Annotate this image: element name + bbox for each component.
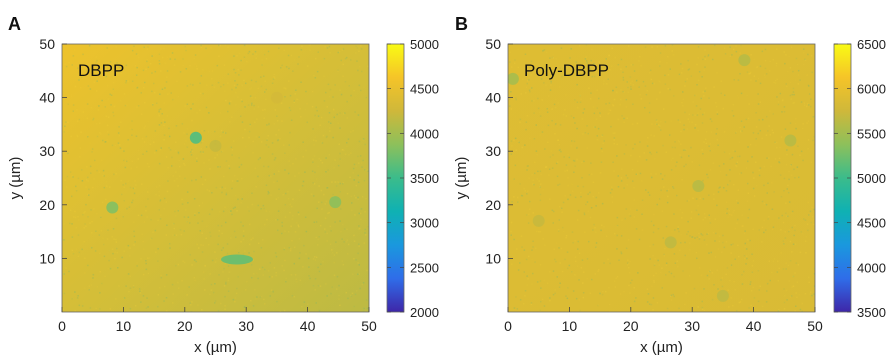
colorbar-tick-label: 2500	[410, 260, 439, 275]
heatmap-noise	[508, 44, 815, 312]
heatmap-spot	[692, 180, 705, 193]
heatmap-spot	[716, 289, 729, 302]
heatmap-spot	[508, 72, 519, 85]
y-tick-label: 10	[485, 250, 501, 266]
colorbar-tick-label: 4500	[410, 82, 439, 97]
y-axis-label: y (µm)	[7, 157, 24, 200]
x-tick-label: 0	[504, 318, 512, 334]
heatmap-spot	[189, 131, 202, 144]
colorbar-tick-label: 2000	[410, 305, 439, 320]
heatmap-spot	[784, 134, 797, 147]
y-axis-label: y (µm)	[453, 157, 470, 200]
heatmap-noise	[62, 44, 369, 312]
panel-label: A	[8, 14, 21, 34]
heatmap-spot	[329, 196, 342, 209]
y-tick-label: 20	[39, 197, 55, 213]
heatmap-field	[62, 44, 369, 312]
y-tick-label: 20	[485, 197, 501, 213]
heatmap-spot	[738, 54, 751, 67]
colorbar-tick-label: 5500	[857, 126, 886, 141]
heatmap-spot	[664, 236, 677, 249]
x-tick-label: 50	[807, 318, 823, 334]
x-tick-label: 30	[238, 318, 254, 334]
colorbar-tick-label: 3500	[410, 171, 439, 186]
colorbar-tick-label: 6000	[857, 82, 886, 97]
plot-frame	[507, 43, 816, 313]
heatmap-spot	[270, 91, 283, 104]
colorbar-tick-label: 4000	[857, 260, 886, 275]
heatmap-background	[62, 44, 369, 312]
y-tick-label: 50	[39, 36, 55, 52]
colorbar-tick-label: 4500	[857, 216, 886, 231]
heatmap-field	[508, 44, 815, 312]
y-tick-label: 10	[39, 250, 55, 266]
colorbar-tick-label: 5000	[857, 171, 886, 186]
panel-annotation: Poly-DBPP	[524, 61, 609, 80]
heatmap-spot	[209, 139, 222, 152]
x-tick-label: 20	[623, 318, 639, 334]
y-tick-label: 30	[39, 143, 55, 159]
x-tick-label: 10	[116, 318, 132, 334]
colorbar-tick-label: 3500	[857, 305, 886, 320]
x-axis-label: x (µm)	[194, 339, 237, 356]
y-tick-label: 40	[39, 90, 55, 106]
heatmap-spot	[106, 201, 119, 214]
heatmap-spot	[532, 214, 545, 227]
panel-label: B	[455, 14, 468, 34]
x-tick-label: 0	[58, 318, 66, 334]
panel-b: B Poly-DBPP 0 10 20 30 40 50 10 20 30 40 50 x (µm) y …	[445, 0, 891, 359]
colorbar-tick-label: 3000	[410, 216, 439, 231]
x-tick-label: 40	[746, 318, 762, 334]
x-axis-label: x (µm)	[640, 339, 683, 356]
heatmap-spot	[220, 254, 253, 265]
colorbar-tick-label: 4000	[410, 126, 439, 141]
y-tick-label: 50	[485, 36, 501, 52]
colorbar-tick-label: 5000	[410, 37, 439, 52]
x-tick-label: 30	[684, 318, 700, 334]
y-tick-label: 40	[485, 90, 501, 106]
x-tick-label: 20	[177, 318, 193, 334]
colorbar-tick-label: 6500	[857, 37, 886, 52]
x-tick-label: 40	[300, 318, 316, 334]
heatmap-chart-a: DBPP 0 10 20 30 40 50 10 20 30 40 50 x (µm) y (µm) 200…	[7, 36, 439, 356]
heatmap-chart-b: Poly-DBPP 0 10 20 30 40 50 10 20 30 40 50 x (µm) y (µ…	[453, 36, 886, 356]
y-tick-label: 30	[485, 143, 501, 159]
panel-a: A DBPP 0 10 20 30 40 50 10 20 30 40 50 x (µm) y (µm) 2…	[0, 0, 445, 359]
plot-frame	[61, 43, 370, 313]
x-tick-label: 50	[361, 318, 377, 334]
panel-annotation: DBPP	[78, 61, 124, 80]
x-tick-label: 10	[562, 318, 578, 334]
heatmap-background	[508, 44, 815, 312]
